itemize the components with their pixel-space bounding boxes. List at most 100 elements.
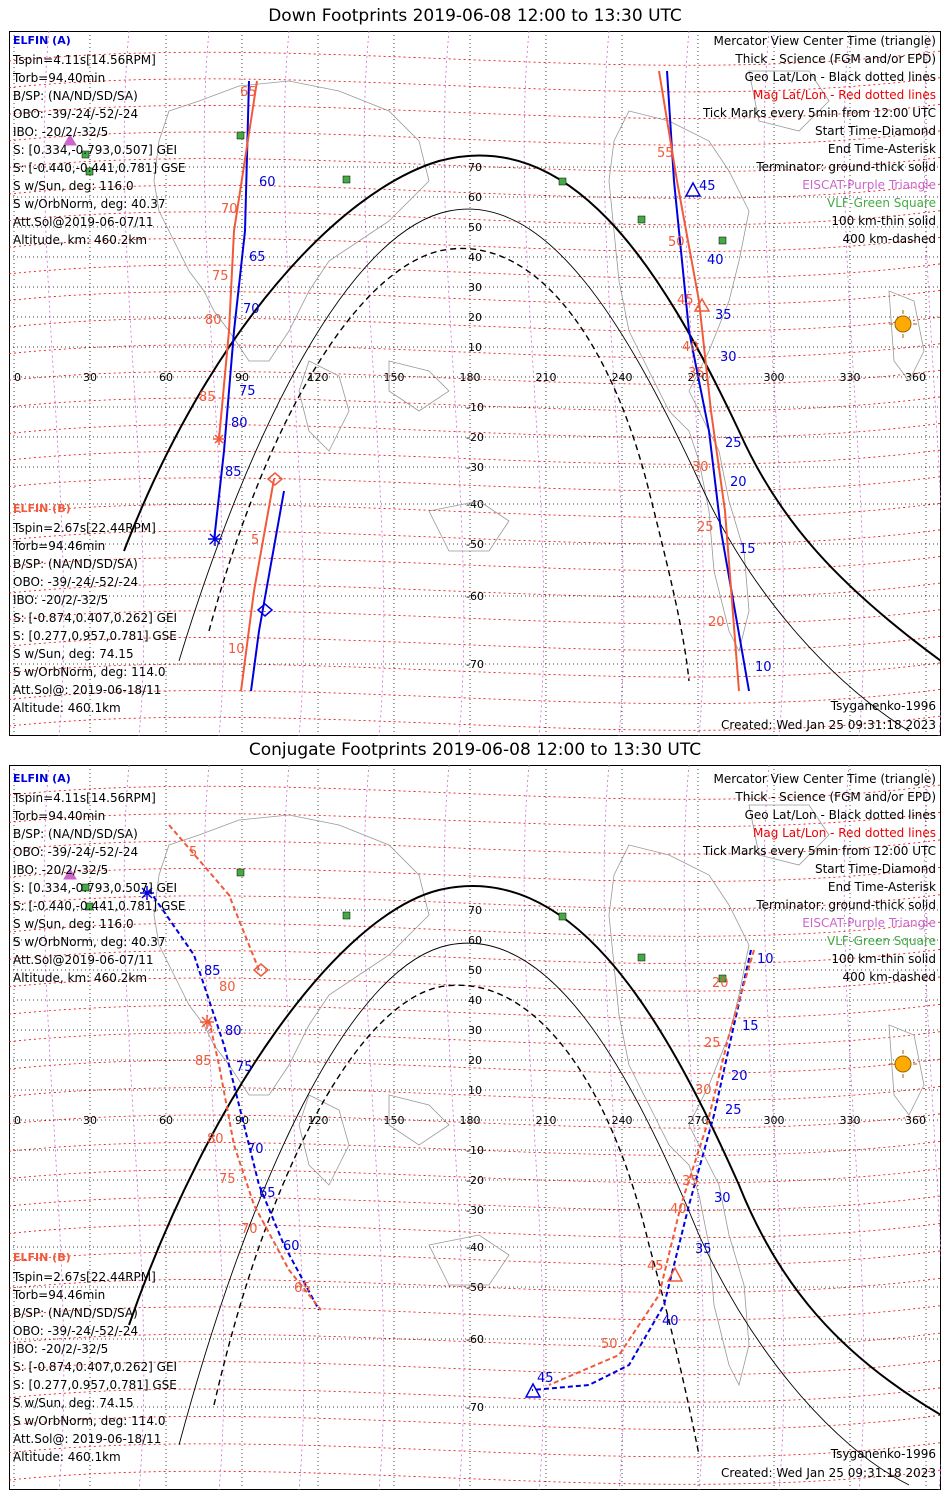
tick-label-a: 70 — [247, 1142, 264, 1157]
view-center-triangle-a — [524, 1382, 542, 1398]
y-tick-label: -10 — [466, 401, 484, 414]
tick-label-a: 60 — [283, 1239, 300, 1254]
y-tick-label: 50 — [468, 221, 482, 234]
track-b-right — [548, 949, 755, 1386]
info-line: Tspin=2.67s[22.44RPM] — [13, 521, 156, 535]
view-center-triangle-b — [693, 297, 711, 312]
legend-line: Mercator View Center Time (triangle) — [713, 34, 936, 48]
y-tick-label: -30 — [466, 461, 484, 474]
tick-label-a: 45 — [537, 1371, 554, 1386]
end-asterisk-b — [200, 1015, 214, 1029]
track-b-left-b — [240, 478, 275, 692]
x-tick-label: 150 — [384, 1114, 405, 1127]
tick-label-b: 85 — [195, 1054, 212, 1069]
x-tick-label: 60 — [159, 371, 173, 384]
x-tick-label: 120 — [308, 371, 329, 384]
info-line: S w/OrbNorm, deg: 40.37 — [13, 197, 166, 211]
tick-label-b: 25 — [697, 520, 714, 535]
legend-line: Tick Marks every 5min from 12:00 UTC — [702, 106, 936, 120]
track-b-right — [658, 70, 740, 692]
info-line: OBO: -39/-24/-52/-24 — [13, 845, 139, 859]
legend-line: Mag Lat/Lon - Red dotted lines — [752, 826, 936, 840]
info-line: IBO: -20/2/-32/5 — [13, 125, 109, 139]
y-tick-label: 40 — [468, 994, 482, 1007]
map-conjugate: 0 30 60 90 120 150 180 210 240 270 300 330 360706050… — [9, 765, 941, 1490]
info-line: Torb=94.46min — [13, 1288, 106, 1302]
y-tick-label: 70 — [468, 904, 482, 917]
y-tick-label: 20 — [468, 311, 482, 324]
mag-lat-line — [9, 1195, 941, 1211]
mag-lat-line — [9, 556, 941, 572]
legend-line: 100 km-thin solid — [831, 952, 936, 966]
legend-line: End Time-Asterisk — [827, 142, 936, 156]
info-line: Att.Sol@2019-06-07/11 — [13, 215, 154, 229]
view-center-triangle-a — [684, 181, 702, 197]
track-a-right — [666, 70, 750, 692]
mag-lon-line — [443, 765, 465, 1490]
y-tick-label: -40 — [466, 498, 484, 511]
mag-lon-line — [363, 31, 385, 736]
tick-label-b: 75 — [219, 1172, 236, 1187]
y-tick-label: 70 — [468, 161, 482, 174]
mag-lat-line — [9, 502, 941, 518]
info-line: S: [0.334,-0.793,0.507] GEI — [13, 881, 178, 895]
y-tick-label: 10 — [468, 341, 482, 354]
info-line: S w/Sun, deg: 116.0 — [13, 917, 134, 931]
legend-line: 400 km-dashed — [842, 232, 936, 246]
info-line: B/SP: (NA/ND/SD/SA) — [13, 1306, 138, 1320]
mag-lat-line — [9, 839, 941, 855]
elfin-a-info: Tspin=4.11s[14.56RPM] Torb=94.40min B/SP… — [13, 789, 186, 987]
x-tick-label: 360 — [905, 1114, 926, 1127]
legend-line: Geo Lat/Lon - Black dotted lines — [744, 808, 936, 822]
track-a-right — [531, 949, 752, 1391]
info-line: Altitude: 460.1km — [13, 1450, 121, 1464]
tick-label-a: 20 — [731, 1069, 748, 1084]
info-line: Altitude: 460.1km — [13, 701, 121, 715]
legend-line: Thick - Science (FGM and/or EPD) — [735, 790, 936, 804]
mag-lat-line — [9, 396, 941, 412]
tick-label-b: 75 — [212, 269, 229, 284]
tick-label-a: 65 — [249, 250, 266, 265]
mag-lon-line — [363, 765, 385, 1490]
mag-lon-line — [843, 31, 865, 736]
mag-lat-line — [9, 689, 941, 705]
tick-label-a: 65 — [259, 1186, 276, 1201]
mag-lat-line — [9, 77, 941, 93]
tick-label-b: 5 — [251, 533, 259, 548]
track-a-left — [148, 889, 320, 1311]
tick-label-a: 40 — [707, 253, 724, 268]
panel-frame-down — [9, 31, 941, 736]
track-b-left — [208, 1019, 322, 1311]
info-line: Altitude, km: 460.2km — [13, 971, 148, 985]
track-b-left — [218, 80, 258, 440]
tick-label-a: 15 — [742, 1019, 759, 1034]
tick-label-b: 35 — [688, 366, 705, 381]
info-line: IBO: -20/2/-32/5 — [13, 1342, 109, 1356]
mag-lat-line — [9, 715, 941, 731]
tick-label-b: 35 — [682, 1174, 699, 1189]
x-tick-label: 210 — [536, 371, 557, 384]
mag-lat-line — [9, 812, 941, 828]
mag-lon-line — [523, 31, 545, 736]
tick-label-a: 25 — [725, 436, 742, 451]
vlf-squares — [81, 131, 727, 245]
x-tick-label: 90 — [235, 371, 249, 384]
info-line: IBO: -20/2/-32/5 — [13, 593, 109, 607]
tick-label-b: 10 — [228, 642, 245, 657]
mag-lon-line — [683, 31, 705, 736]
tick-label-b: 70 — [221, 202, 238, 217]
mag-lat-line — [9, 476, 941, 492]
y-tick-label: -50 — [466, 1281, 484, 1294]
panel-title-down: Down Footprints 2019-06-08 12:00 to 13:3… — [268, 6, 682, 26]
tick-label-a: 75 — [239, 384, 256, 399]
elfin-b-info: Tspin=2.67s[22.44RPM] Torb=94.46min B/SP… — [13, 519, 177, 717]
mag-lon-line — [443, 31, 465, 736]
legend-line: VLF-Green Square — [827, 934, 936, 948]
mag-lat-line — [9, 1086, 941, 1102]
tick-label-b: 20 — [712, 976, 729, 991]
y-tick-label: 40 — [468, 251, 482, 264]
info-line: Tspin=2.67s[22.44RPM] — [13, 1270, 156, 1284]
legend-line: 100 km-thin solid — [831, 214, 936, 228]
tick-label-a: 10 — [757, 952, 774, 967]
info-line: S: [-0.440,-0.441,0.781] GSE — [13, 161, 186, 175]
